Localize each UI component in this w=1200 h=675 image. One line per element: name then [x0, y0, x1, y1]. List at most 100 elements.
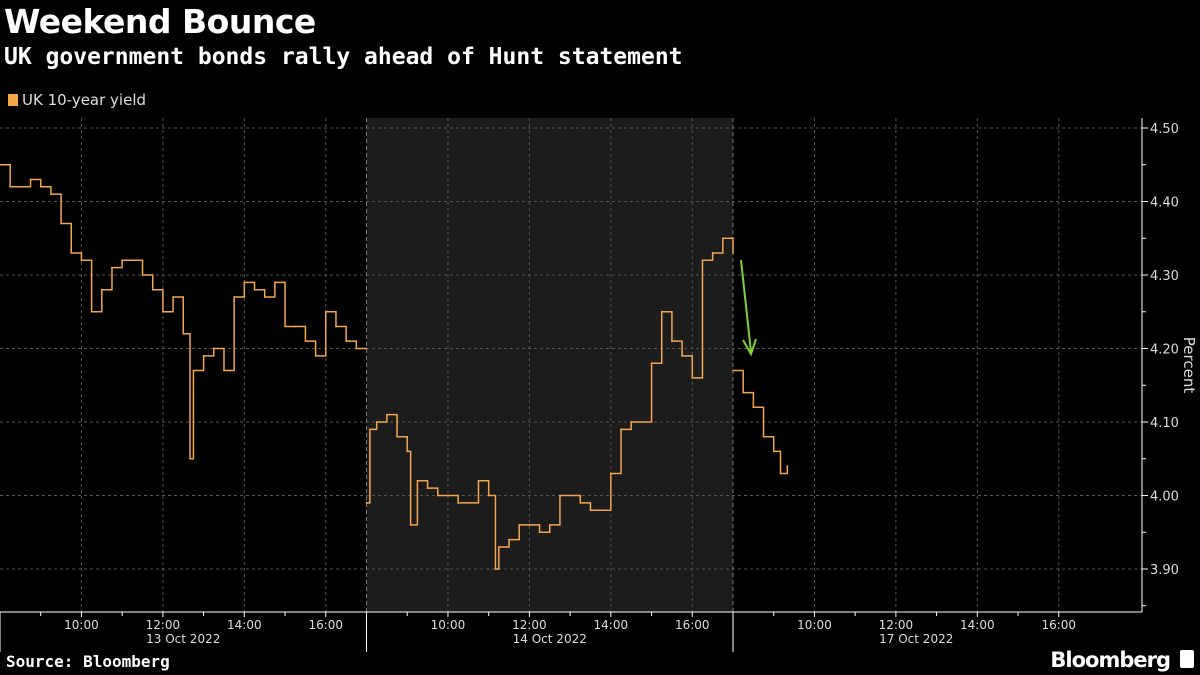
- y-tick-label: 4.20: [1150, 343, 1179, 358]
- data-point: [375, 421, 378, 423]
- data-point: [192, 369, 195, 372]
- data-point: [131, 259, 134, 262]
- data-point: [569, 494, 571, 497]
- data-point: [650, 362, 653, 365]
- data-point: [786, 465, 789, 467]
- data-point: [528, 524, 531, 526]
- x-tick-label: 14:00: [227, 618, 262, 632]
- data-point: [610, 472, 612, 475]
- x-tick-label: 16:00: [308, 618, 343, 632]
- data-point: [345, 340, 347, 342]
- data-point: [447, 494, 449, 497]
- data-point: [365, 347, 368, 350]
- chart-title: Weekend Bounce: [4, 2, 316, 41]
- data-point: [599, 509, 602, 512]
- data-point: [426, 487, 429, 489]
- data-point: [457, 502, 459, 504]
- data-point: [9, 186, 11, 188]
- data-point: [579, 502, 582, 504]
- data-point: [681, 355, 683, 357]
- annotation-arrow-shaft: [740, 259, 752, 353]
- data-point: [548, 524, 551, 526]
- data-point: [274, 281, 276, 284]
- shaded-session: [366, 118, 733, 612]
- data-point: [263, 296, 266, 298]
- data-point: [0, 163, 1, 166]
- data-point: [223, 369, 225, 372]
- data-point: [409, 524, 412, 526]
- data-point: [406, 450, 409, 453]
- data-point: [498, 546, 500, 548]
- legend: UK 10-year yield: [8, 91, 146, 109]
- data-point: [60, 222, 62, 225]
- x-tick-label: 16:00: [675, 618, 710, 632]
- x-tick-label: 10:00: [797, 618, 832, 632]
- chart-subtitle: UK government bonds rally ahead of Hunt …: [4, 44, 683, 70]
- y-tick-label: 4.30: [1150, 269, 1179, 284]
- x-tick-label: 10:00: [431, 618, 466, 632]
- data-point: [640, 421, 643, 423]
- x-tick-label: 12:00: [879, 618, 914, 632]
- data-point: [202, 355, 205, 357]
- data-point: [518, 524, 521, 526]
- legend-label: UK 10-year yield: [22, 91, 147, 109]
- x-tick-label: 14:00: [960, 618, 995, 632]
- annotation-arrow-head: [742, 338, 757, 357]
- data-point: [396, 435, 398, 438]
- data-point: [19, 186, 22, 188]
- data-point: [671, 340, 673, 342]
- data-point: [212, 347, 215, 350]
- bloomberg-icon: [1180, 650, 1194, 668]
- legend-swatch: [8, 94, 18, 106]
- data-point: [711, 252, 714, 254]
- data-point: [752, 406, 755, 409]
- data-point: [589, 509, 592, 512]
- data-point: [294, 325, 297, 328]
- data-point: [477, 480, 480, 482]
- day-label: 13 Oct 2022: [146, 632, 220, 646]
- data-point: [772, 450, 775, 453]
- y-tick-label: 4.00: [1150, 490, 1179, 505]
- x-tick-label: 12:00: [146, 618, 181, 632]
- data-point: [172, 296, 174, 298]
- data-point: [494, 568, 497, 570]
- x-tick-label: 10:00: [64, 618, 99, 632]
- data-point: [436, 494, 439, 497]
- data-point: [121, 259, 123, 262]
- data-point: [732, 252, 734, 254]
- data-point: [722, 237, 724, 240]
- data-point: [189, 457, 191, 460]
- data-point: [369, 428, 371, 431]
- data-point: [742, 391, 744, 394]
- y-tick-label: 4.40: [1150, 196, 1179, 211]
- data-point: [732, 369, 734, 372]
- data-point: [304, 340, 307, 342]
- data-point: [762, 435, 765, 438]
- data-point: [538, 531, 541, 534]
- x-tick-label: 14:00: [594, 618, 629, 632]
- data-point: [324, 310, 327, 313]
- data-point: [151, 288, 154, 291]
- data-point: [253, 288, 256, 291]
- data-point: [141, 274, 144, 276]
- data-point: [487, 494, 490, 497]
- x-tick-label: 12:00: [512, 618, 547, 632]
- data-point: [779, 472, 782, 475]
- data-point: [416, 480, 419, 482]
- y-tick-label: 3.90: [1150, 563, 1179, 578]
- y-tick-label: 4.50: [1150, 122, 1179, 137]
- data-point: [630, 421, 632, 423]
- data-point: [233, 296, 235, 298]
- data-point: [50, 193, 52, 195]
- data-point: [508, 538, 510, 541]
- data-point: [467, 502, 470, 504]
- y-tick-label: 4.10: [1150, 416, 1179, 431]
- data-point: [70, 252, 73, 254]
- data-point: [29, 178, 32, 181]
- data-point: [284, 325, 286, 328]
- data-point: [691, 377, 694, 379]
- data-point: [90, 310, 93, 313]
- data-point: [111, 266, 113, 269]
- data-point: [80, 259, 83, 262]
- data-point: [243, 281, 246, 284]
